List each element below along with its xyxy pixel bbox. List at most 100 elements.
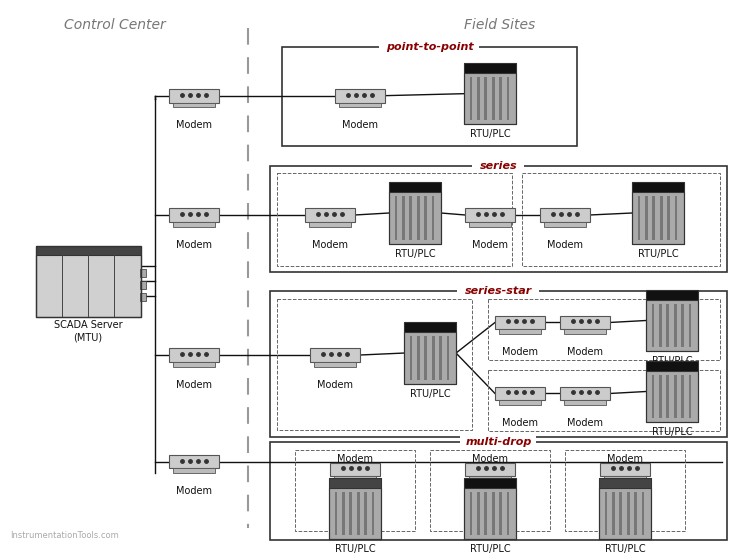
Bar [464, 63, 516, 124]
Bar [169, 89, 219, 103]
Bar [169, 208, 219, 222]
Bar [169, 455, 219, 468]
Bar [389, 192, 441, 244]
Bar [469, 492, 472, 536]
Bar [564, 400, 607, 405]
Text: series-star: series-star [465, 286, 532, 296]
Text: point-to-point: point-to-point [385, 42, 473, 52]
Text: RTU/PLC: RTU/PLC [410, 388, 450, 398]
Text: Field Sites: Field Sites [464, 18, 536, 32]
Text: Modem: Modem [312, 240, 348, 250]
Bar [635, 492, 637, 536]
Bar [484, 77, 487, 120]
Text: InstrumentationTools.com: InstrumentationTools.com [10, 531, 119, 541]
Text: Modem: Modem [176, 240, 212, 250]
Bar [499, 400, 541, 405]
Bar [632, 183, 684, 244]
Bar [667, 196, 670, 240]
Bar [638, 196, 640, 240]
Text: RTU/PLC: RTU/PLC [395, 249, 436, 259]
Bar [464, 73, 516, 124]
Bar [465, 208, 515, 222]
Text: RTU/PLC: RTU/PLC [652, 356, 692, 366]
Bar [506, 77, 509, 120]
Bar [314, 362, 356, 367]
Text: series: series [480, 160, 517, 171]
Text: RTU/PLC: RTU/PLC [652, 427, 692, 437]
Bar [425, 336, 427, 380]
Bar [674, 304, 677, 347]
Bar [599, 488, 651, 539]
Bar [447, 336, 450, 380]
Bar [560, 387, 610, 400]
Bar [599, 478, 651, 539]
Bar [172, 222, 215, 227]
Bar [632, 192, 684, 244]
Text: RTU/PLC: RTU/PLC [469, 129, 510, 139]
Bar [330, 462, 380, 476]
Bar [329, 478, 381, 488]
Text: RTU/PLC: RTU/PLC [335, 544, 375, 554]
Bar [35, 245, 141, 316]
Bar [646, 290, 698, 351]
Bar [681, 375, 684, 418]
Bar [35, 255, 141, 316]
Bar [484, 492, 487, 536]
Bar [688, 304, 691, 347]
Bar [646, 371, 698, 422]
Bar [604, 492, 607, 536]
Bar [389, 183, 441, 244]
Bar [417, 336, 420, 380]
Bar [310, 348, 360, 362]
Bar [620, 492, 622, 536]
Bar [627, 492, 629, 536]
Bar [560, 316, 610, 329]
Bar [461, 435, 537, 448]
Bar [439, 336, 442, 380]
Text: multi-drop: multi-drop [465, 437, 531, 447]
Bar [646, 290, 698, 300]
Bar [688, 375, 691, 418]
Bar [472, 159, 525, 173]
Bar [404, 322, 456, 332]
Bar [652, 196, 655, 240]
Bar [404, 332, 456, 384]
Bar [432, 336, 435, 380]
Bar [172, 362, 215, 367]
Bar [600, 462, 650, 476]
Bar [645, 196, 648, 240]
Bar [402, 196, 405, 240]
Text: Modem: Modem [547, 240, 583, 250]
Text: Modem: Modem [176, 380, 212, 390]
Bar [305, 208, 355, 222]
Bar [492, 77, 495, 120]
Bar [544, 222, 586, 227]
Bar [339, 103, 381, 108]
Bar [410, 336, 413, 380]
Bar [659, 375, 662, 418]
Bar [389, 183, 441, 192]
Bar [674, 375, 677, 418]
Bar [35, 245, 141, 255]
Bar [277, 299, 472, 430]
Bar [270, 442, 727, 541]
Text: RTU/PLC: RTU/PLC [638, 249, 678, 259]
Text: Modem: Modem [337, 453, 373, 463]
Text: RTU/PLC: RTU/PLC [604, 544, 646, 554]
Bar [270, 166, 727, 272]
Text: Modem: Modem [176, 120, 212, 130]
Bar [642, 492, 644, 536]
Bar [506, 492, 509, 536]
Bar [364, 492, 367, 536]
Text: Control Center: Control Center [64, 18, 166, 32]
Bar [395, 196, 397, 240]
Bar [646, 361, 698, 371]
Bar [277, 173, 512, 266]
Bar [488, 299, 720, 360]
Bar [499, 77, 502, 120]
Bar [464, 488, 516, 539]
Bar [646, 361, 698, 422]
Bar [309, 222, 352, 227]
Bar [632, 183, 684, 192]
Bar [564, 329, 607, 334]
